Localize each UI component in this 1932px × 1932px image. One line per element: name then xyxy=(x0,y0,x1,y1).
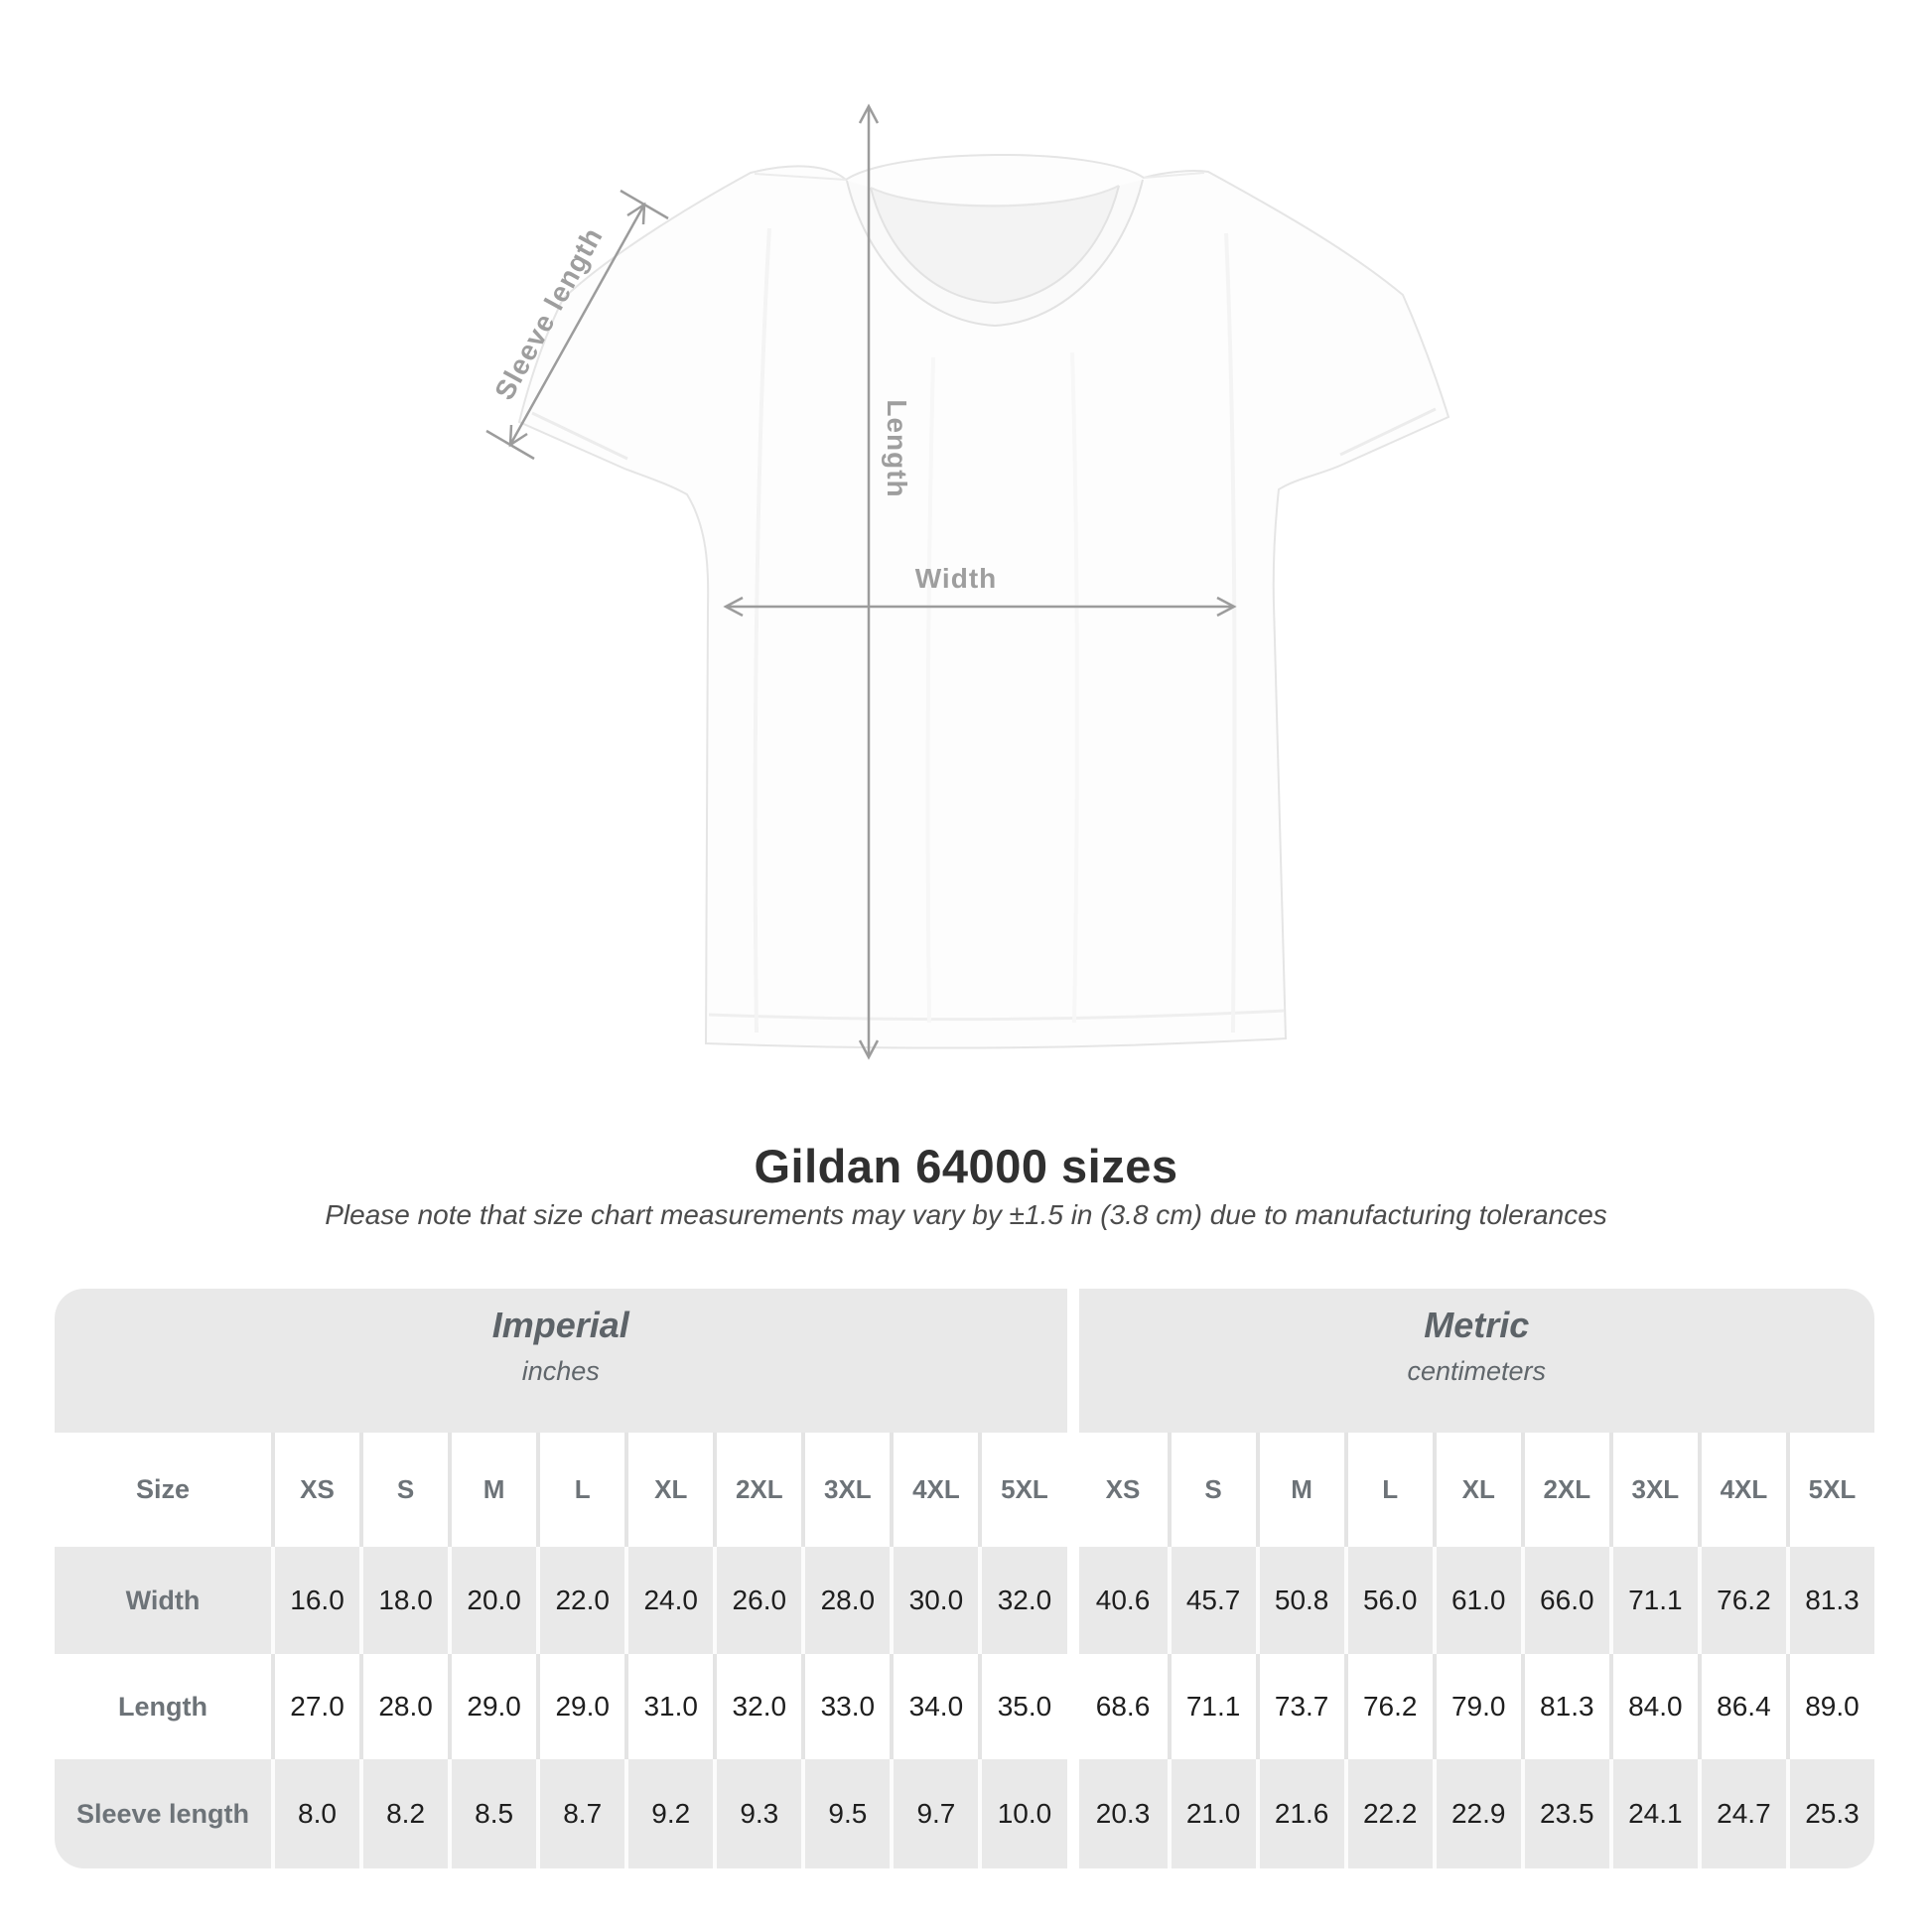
table-cell: 81.3 xyxy=(1785,1547,1874,1654)
imperial-header-title: Imperial xyxy=(491,1305,629,1345)
row-label: Length xyxy=(55,1654,271,1759)
length-dimension-line xyxy=(858,103,880,1060)
table-cell: 22.0 xyxy=(536,1547,625,1654)
row-label: Width xyxy=(55,1547,271,1654)
size-col-header: S xyxy=(1167,1433,1256,1547)
column-divider xyxy=(1067,1433,1079,1547)
table-cell: 68.6 xyxy=(1078,1654,1168,1759)
size-row-label: Size xyxy=(55,1433,271,1547)
table-cell: 33.0 xyxy=(801,1654,891,1759)
table-cell: 76.2 xyxy=(1697,1547,1786,1654)
row-label: Sleeve length xyxy=(55,1759,271,1868)
size-col-header: L xyxy=(536,1433,625,1547)
imperial-header: Imperial inches xyxy=(55,1289,1067,1433)
table-cell: 32.0 xyxy=(978,1547,1067,1654)
size-col-header: 3XL xyxy=(1608,1433,1698,1547)
metric-header-unit: centimeters xyxy=(1407,1356,1547,1386)
column-divider xyxy=(1067,1547,1079,1654)
size-col-header: XL xyxy=(1432,1433,1521,1547)
table-cell: 9.7 xyxy=(890,1759,979,1868)
table-cell: 31.0 xyxy=(624,1654,714,1759)
table-cell: 20.3 xyxy=(1078,1759,1168,1868)
table-cell: 35.0 xyxy=(978,1654,1067,1759)
width-label: Width xyxy=(914,563,998,594)
table-cell: 22.2 xyxy=(1343,1759,1433,1868)
table-cell: 24.1 xyxy=(1608,1759,1698,1868)
table-cell: 27.0 xyxy=(271,1654,360,1759)
table-cell: 84.0 xyxy=(1608,1654,1698,1759)
tolerance-note: Please note that size chart measurements… xyxy=(325,1199,1607,1230)
tshirt-illustration xyxy=(517,154,1450,1049)
size-col-header: XL xyxy=(624,1433,714,1547)
size-col-header: XS xyxy=(271,1433,360,1547)
table-cell: 21.0 xyxy=(1167,1759,1256,1868)
table-cell: 26.0 xyxy=(713,1547,802,1654)
table-cell: 56.0 xyxy=(1343,1547,1433,1654)
table-cell: 73.7 xyxy=(1255,1654,1344,1759)
size-col-header: 2XL xyxy=(713,1433,802,1547)
table-cell: 79.0 xyxy=(1432,1654,1521,1759)
table-cell: 23.5 xyxy=(1520,1759,1609,1868)
size-col-header: 4XL xyxy=(890,1433,979,1547)
table-cell: 21.6 xyxy=(1255,1759,1344,1868)
size-col-header: 5XL xyxy=(1785,1433,1874,1547)
size-col-header: 4XL xyxy=(1697,1433,1786,1547)
column-divider xyxy=(1067,1289,1079,1433)
table-cell: 24.0 xyxy=(624,1547,714,1654)
table-cell: 16.0 xyxy=(271,1547,360,1654)
size-col-header: M xyxy=(1255,1433,1344,1547)
table-cell: 40.6 xyxy=(1078,1547,1168,1654)
tshirt-figure xyxy=(485,103,1450,1060)
table-cell: 22.9 xyxy=(1432,1759,1521,1868)
size-col-header: S xyxy=(359,1433,449,1547)
table-cell: 24.7 xyxy=(1697,1759,1786,1868)
table-cell: 9.5 xyxy=(801,1759,891,1868)
table-cell: 9.2 xyxy=(624,1759,714,1868)
table-cell: 8.2 xyxy=(359,1759,449,1868)
table-cell: 29.0 xyxy=(536,1654,625,1759)
metric-header: Metric centimeters xyxy=(1078,1289,1874,1433)
size-col-header: L xyxy=(1343,1433,1433,1547)
column-divider xyxy=(1067,1759,1079,1868)
table-cell: 8.7 xyxy=(536,1759,625,1868)
table-cell: 8.5 xyxy=(448,1759,537,1868)
size-col-header: XS xyxy=(1078,1433,1168,1547)
width-dimension-line xyxy=(723,596,1237,618)
table-cell: 10.0 xyxy=(978,1759,1067,1868)
imperial-header-unit: inches xyxy=(521,1356,600,1386)
size-chart-table: Imperial inches Metric centimeters Size X… xyxy=(55,1289,1874,1868)
size-col-header: 2XL xyxy=(1520,1433,1609,1547)
table-cell: 18.0 xyxy=(359,1547,449,1654)
metric-header-title: Metric xyxy=(1424,1305,1530,1345)
table-cell: 86.4 xyxy=(1697,1654,1786,1759)
table-cell: 20.0 xyxy=(448,1547,537,1654)
table-cell: 71.1 xyxy=(1608,1547,1698,1654)
table-cell: 28.0 xyxy=(801,1547,891,1654)
size-col-header: 3XL xyxy=(801,1433,891,1547)
table-cell: 8.0 xyxy=(271,1759,360,1868)
table-cell: 32.0 xyxy=(713,1654,802,1759)
size-col-header: M xyxy=(448,1433,537,1547)
table-cell: 89.0 xyxy=(1785,1654,1874,1759)
table-cell: 61.0 xyxy=(1432,1547,1521,1654)
table-cell: 45.7 xyxy=(1167,1547,1256,1654)
table-cell: 81.3 xyxy=(1520,1654,1609,1759)
page-title: Gildan 64000 sizes xyxy=(754,1140,1178,1192)
table-cell: 50.8 xyxy=(1255,1547,1344,1654)
table-cell: 28.0 xyxy=(359,1654,449,1759)
table-cell: 29.0 xyxy=(448,1654,537,1759)
length-label: Length xyxy=(882,399,912,498)
table-cell: 30.0 xyxy=(890,1547,979,1654)
sleeve-dimension-line xyxy=(485,189,669,461)
table-cell: 66.0 xyxy=(1520,1547,1609,1654)
size-col-header: 5XL xyxy=(978,1433,1067,1547)
table-cell: 9.3 xyxy=(713,1759,802,1868)
table-cell: 25.3 xyxy=(1785,1759,1874,1868)
column-divider xyxy=(1067,1654,1079,1759)
table-cell: 76.2 xyxy=(1343,1654,1433,1759)
table-cell: 71.1 xyxy=(1167,1654,1256,1759)
table-cell: 34.0 xyxy=(890,1654,979,1759)
